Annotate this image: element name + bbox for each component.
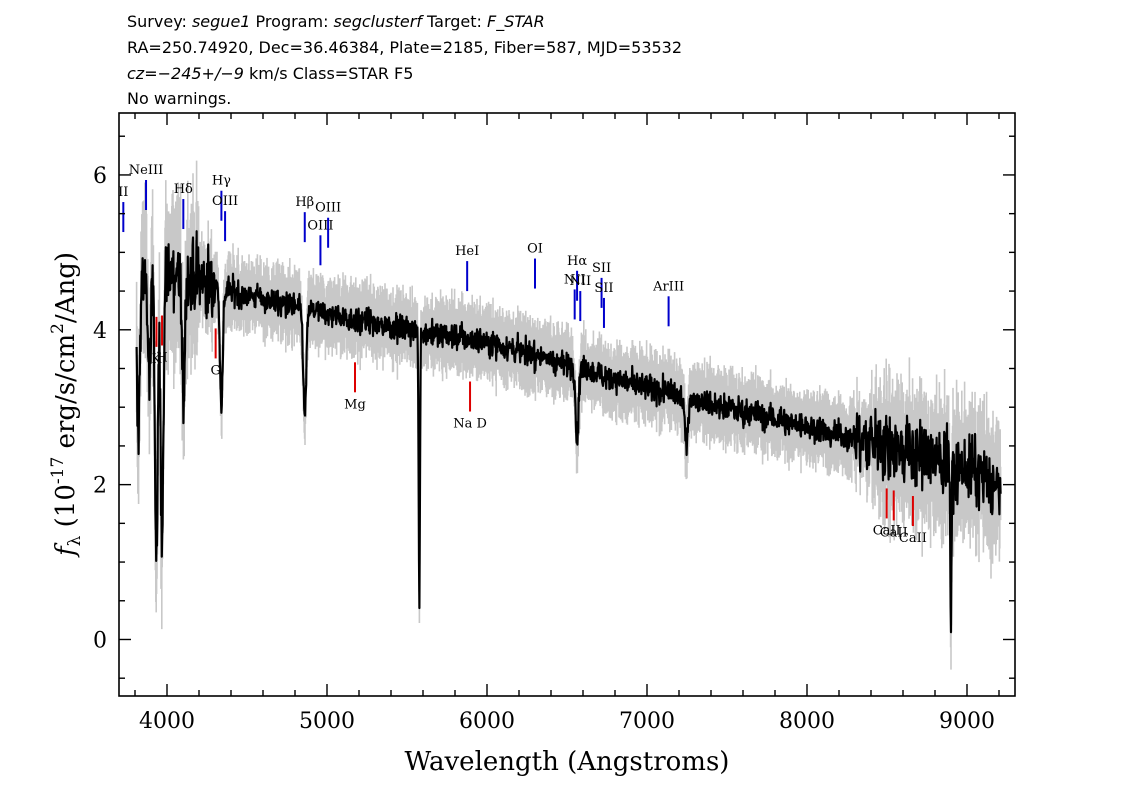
emission-label-8: HeI [455, 244, 479, 259]
absorption-label-5: CaII [873, 523, 901, 538]
class-value: km/s Class=STAR F5 [244, 64, 413, 83]
header-line-2: RA=250.74920, Dec=36.46384, Plate=2185, … [127, 38, 682, 57]
error-envelope [135, 160, 1002, 670]
emission-label-12: NII [569, 274, 591, 289]
header-line-4: No warnings. [127, 89, 231, 108]
emission-label-6: OIII [307, 218, 333, 233]
x-tick-label: 8000 [779, 709, 835, 734]
absorption-label-4: Na D [453, 417, 487, 432]
emission-label-14: SII [594, 281, 613, 296]
emission-label-1: NeIII [129, 163, 163, 178]
absorption-label-3: Mg [344, 397, 366, 412]
emission-label-2: Hδ [174, 182, 193, 197]
emission-label-0: II [118, 185, 128, 200]
emission-label-3: Hγ [212, 174, 231, 189]
emission-label-5: Hβ [295, 195, 314, 210]
target-value: F_STAR [487, 12, 545, 32]
x-axis-label: Wavelength (Angstroms) [405, 747, 730, 777]
y-tick-label: 4 [93, 319, 107, 344]
survey-value: segue1 [192, 12, 251, 31]
y-axis-label: fλ (10-17 erg/s/cm2/Ang) [48, 252, 85, 558]
x-axis-label-text: Wavelength (Angstroms) [405, 747, 730, 777]
program-value: segclusterf [334, 12, 425, 31]
absorption-label-0: K [152, 352, 162, 367]
emission-label-10: NII [564, 272, 586, 287]
header-line-3: cz=−245+/−9 km/s Class=STAR F5 [127, 64, 413, 83]
emission-label-9: OI [527, 242, 543, 257]
absorption-label-1: H [156, 351, 167, 366]
y-label-text: 10 [51, 484, 81, 517]
x-tick-label: 6000 [459, 709, 515, 734]
x-tick-label: 5000 [299, 709, 355, 734]
emission-label-7: OIII [315, 201, 341, 216]
y-label-subscript: λ [65, 535, 85, 546]
program-label: Program: [250, 12, 333, 31]
survey-label: Survey: [127, 12, 192, 31]
x-tick-label: 7000 [619, 709, 675, 734]
target-label: Target: [422, 12, 487, 31]
x-tick-label: 4000 [139, 709, 195, 734]
axes: 4000 5000 6000 7000 8000 9000 0 2 4 6 [93, 113, 1015, 734]
y-tick-label: 6 [93, 164, 107, 189]
y-label-text: erg/s/cm [51, 334, 81, 457]
cz-value: cz=−245+/−9 [127, 64, 244, 83]
y-label-open: ( [51, 517, 81, 535]
emission-label-13: SII [592, 261, 611, 276]
y-tick-label: 2 [93, 474, 107, 499]
absorption-label-6: CaII [880, 525, 908, 540]
emission-label-11: Hα [567, 254, 587, 269]
plot-frame [118, 112, 1016, 697]
y-label-superscript: -17 [48, 457, 68, 484]
header-line-1: Survey: segue1 Program: segclusterf Targ… [127, 12, 545, 32]
emission-label-4: OIII [212, 194, 238, 209]
absorption-label-7: CaII [899, 531, 927, 546]
emission-label-15: ArIII [652, 279, 684, 294]
y-tick-label: 0 [93, 628, 107, 653]
absorption-label-2: G [210, 363, 220, 378]
x-tick-label: 9000 [939, 709, 995, 734]
y-label-close: ) [51, 252, 81, 262]
y-label-superscript: 2 [48, 323, 68, 334]
y-label-text: /Ang [51, 262, 81, 323]
flux-line [135, 230, 1002, 634]
